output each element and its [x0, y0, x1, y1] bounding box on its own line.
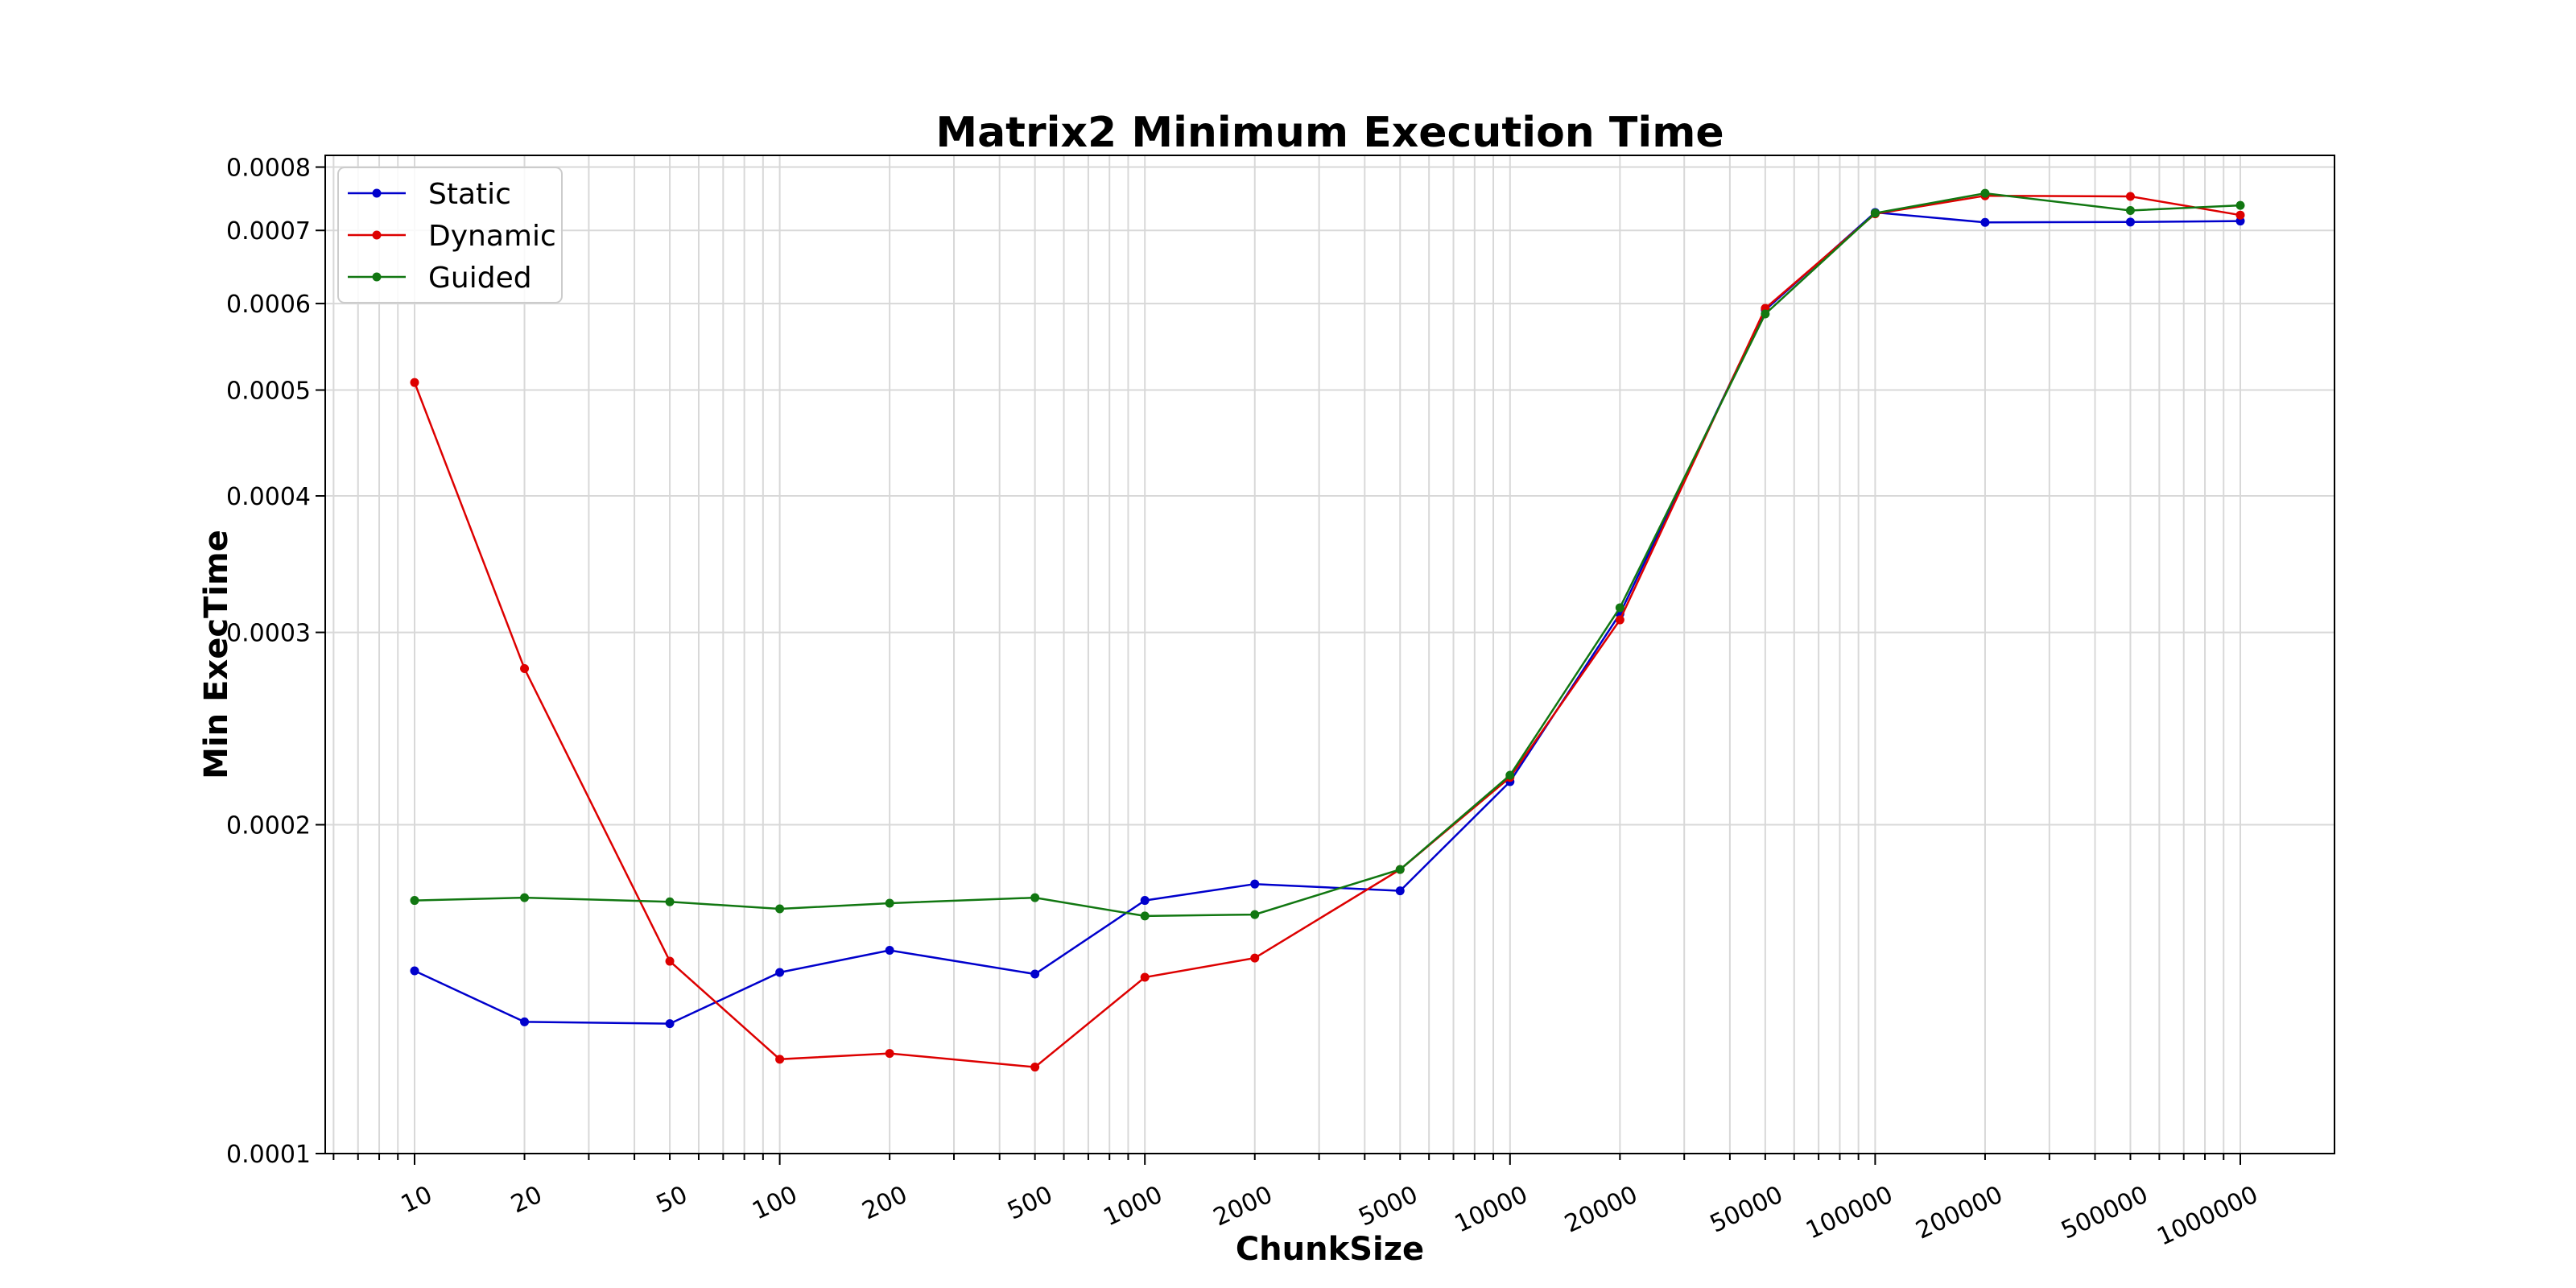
- data-point: [1615, 615, 1624, 625]
- series-dynamic: [410, 191, 2245, 1072]
- y-tick-label: 0.0006: [226, 291, 311, 319]
- data-point: [1761, 309, 1770, 319]
- series-line: [414, 211, 2241, 1025]
- data-point: [665, 1019, 675, 1029]
- y-tick-label: 0.0003: [226, 620, 311, 648]
- data-point: [665, 956, 675, 966]
- data-point: [1505, 770, 1515, 780]
- x-tick-label: 100: [748, 1181, 802, 1226]
- x-tick-label: 200000: [1912, 1181, 2008, 1245]
- x-tick-label: 100000: [1802, 1181, 1897, 1245]
- y-tick-label: 0.0007: [226, 217, 311, 246]
- x-tick-label: 500: [1003, 1181, 1057, 1226]
- legend-marker: [372, 272, 382, 282]
- x-tick-label: 20000: [1560, 1181, 1641, 1239]
- data-point: [520, 893, 530, 902]
- legend-label: Dynamic: [428, 220, 556, 253]
- x-tick-label: 10000: [1451, 1181, 1532, 1239]
- data-point: [1250, 879, 1260, 889]
- series-guided: [410, 188, 2245, 921]
- grid: [325, 155, 2334, 1154]
- legend-label: Guided: [428, 262, 532, 295]
- data-point: [775, 1055, 785, 1064]
- x-tick-label: 200: [858, 1181, 912, 1226]
- data-point: [520, 663, 530, 673]
- series-line: [414, 192, 2241, 918]
- data-point: [1250, 953, 1260, 963]
- y-axis-label: Min ExecTime: [198, 530, 235, 779]
- data-point: [2125, 206, 2135, 216]
- data-point: [1870, 208, 1880, 218]
- x-tick-label: 5000: [1355, 1181, 1422, 1232]
- data-point: [1030, 893, 1040, 902]
- data-point: [1140, 972, 1150, 982]
- x-tick-label: 1000000: [2153, 1181, 2262, 1252]
- data-point: [520, 1017, 530, 1026]
- plot-area-frame: [324, 155, 2335, 1154]
- chart-title: Matrix2 Minimum Execution Time: [935, 109, 1724, 157]
- data-point: [1140, 896, 1150, 906]
- legend-label: Static: [428, 178, 511, 211]
- data-point: [1250, 910, 1260, 919]
- x-tick-label: 500000: [2057, 1181, 2153, 1245]
- series-static: [410, 208, 2245, 1029]
- x-tick-label: 20: [507, 1181, 547, 1220]
- data-point: [2235, 200, 2245, 210]
- legend-marker: [372, 188, 382, 198]
- data-point: [1030, 969, 1040, 979]
- y-tick-label: 0.0002: [226, 812, 311, 840]
- y-tick-label: 0.0004: [226, 483, 311, 511]
- data-point: [885, 1049, 894, 1059]
- data-point: [1140, 911, 1150, 921]
- y-tick-label: 0.0005: [226, 378, 311, 406]
- legend-marker: [372, 230, 382, 240]
- series-line: [413, 194, 2241, 1068]
- x-tick-label: 1000: [1100, 1181, 1167, 1232]
- x-tick-label: 10: [397, 1181, 436, 1220]
- y-tick-label: 0.0001: [226, 1141, 311, 1169]
- data-point: [1980, 188, 1990, 198]
- x-tick-label: 50000: [1706, 1181, 1787, 1239]
- data-point: [410, 966, 419, 976]
- y-tick-label: 0.0008: [226, 155, 311, 183]
- data-point: [2125, 192, 2135, 201]
- x-tick-label: 2000: [1209, 1181, 1277, 1232]
- data-point: [1395, 886, 1405, 896]
- data-point: [410, 896, 419, 906]
- x-axis-label: ChunkSize: [1236, 1231, 1424, 1268]
- data-point: [885, 898, 894, 908]
- x-tick-label: 50: [652, 1181, 691, 1220]
- data-point: [2125, 217, 2135, 227]
- y-axis: 0.0001 0.0002 0.0003 0.0004 0.0005 0.0006 0.00…: [226, 155, 325, 1169]
- data-point: [1615, 603, 1624, 613]
- data-point: [775, 904, 785, 914]
- legend: Static Dynamic Guided: [337, 167, 563, 303]
- data-point: [1030, 1063, 1040, 1072]
- data-point: [665, 897, 675, 906]
- data-point: [775, 968, 785, 977]
- data-point: [2235, 210, 2245, 220]
- legend-box: [337, 167, 563, 303]
- data-point: [1395, 865, 1405, 874]
- data-point: [410, 378, 419, 387]
- series-lines: [410, 188, 2245, 1072]
- data-point: [885, 945, 894, 955]
- data-point: [1980, 217, 1990, 227]
